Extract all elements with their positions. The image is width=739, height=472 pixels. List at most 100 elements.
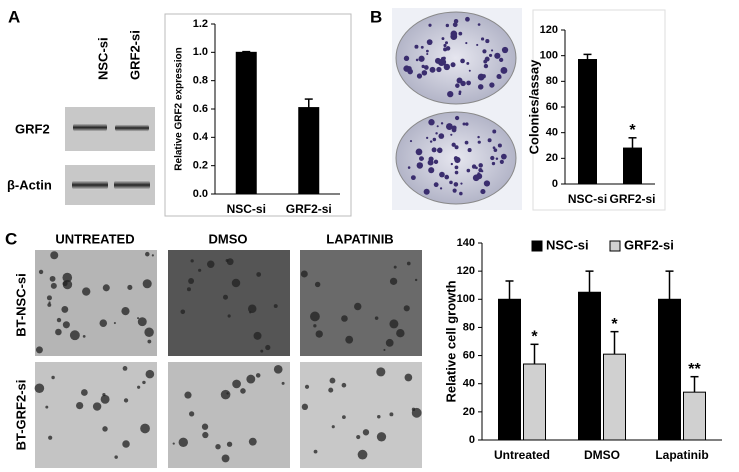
cell xyxy=(383,348,386,351)
annotation: * xyxy=(531,329,538,346)
colony xyxy=(476,43,479,47)
x-tick-label: DMSO xyxy=(584,448,620,462)
colony xyxy=(500,153,507,160)
cell xyxy=(304,384,310,389)
cell xyxy=(396,329,405,338)
cell xyxy=(55,328,62,336)
colony xyxy=(485,39,490,44)
cell xyxy=(341,382,347,388)
colony xyxy=(444,41,448,45)
cell xyxy=(226,258,234,266)
bar xyxy=(578,59,597,185)
blot-band xyxy=(73,123,107,132)
cell xyxy=(215,444,221,450)
y-tick-label: 60 xyxy=(463,349,475,361)
cell xyxy=(82,335,86,338)
colony xyxy=(466,80,471,86)
y-tick-label: 20 xyxy=(463,406,475,418)
row-label: BT-GRF2-si xyxy=(13,380,28,451)
cell xyxy=(260,349,264,353)
y-tick-label: 80 xyxy=(463,321,475,333)
cell xyxy=(62,272,73,283)
colony xyxy=(426,49,429,53)
colony xyxy=(488,53,493,57)
cell xyxy=(114,455,118,459)
row-label: GRF2 xyxy=(15,121,50,136)
y-tick-label: 0.2 xyxy=(193,160,208,172)
cell xyxy=(49,275,56,282)
cell xyxy=(82,287,91,296)
cell xyxy=(140,423,150,434)
colony xyxy=(443,47,448,52)
colony xyxy=(438,133,445,139)
colony xyxy=(467,148,472,153)
cell xyxy=(314,281,321,288)
colony xyxy=(439,58,447,66)
cell xyxy=(313,449,318,454)
cell xyxy=(123,398,129,403)
bar xyxy=(235,51,257,195)
cell xyxy=(186,287,191,292)
colony xyxy=(453,156,459,161)
cell xyxy=(393,265,397,269)
cell xyxy=(51,375,55,380)
colony xyxy=(421,64,425,69)
cell xyxy=(45,405,49,409)
y-tick-label: 120 xyxy=(457,265,475,277)
colony xyxy=(465,122,469,126)
cell xyxy=(61,305,69,313)
bar xyxy=(298,107,320,195)
colony xyxy=(436,125,439,128)
x-tick-label: GRF2-si xyxy=(609,192,655,206)
cell xyxy=(403,305,410,312)
photo xyxy=(35,250,157,356)
colony xyxy=(466,168,471,173)
colony xyxy=(416,73,423,79)
colony xyxy=(498,75,502,79)
colony xyxy=(420,45,424,49)
row-label: β-Actin xyxy=(7,177,52,192)
cell xyxy=(180,309,186,315)
colony xyxy=(496,54,500,58)
colony xyxy=(481,74,486,79)
bar xyxy=(683,391,706,441)
colony xyxy=(477,23,481,26)
lane-label: NSC-si xyxy=(95,37,110,80)
colony xyxy=(499,57,504,63)
colony xyxy=(450,162,453,166)
cell xyxy=(151,254,154,257)
colony xyxy=(449,180,453,185)
column-label: LAPATINIB xyxy=(326,231,393,246)
colony xyxy=(445,23,450,28)
cell xyxy=(188,278,195,284)
bar xyxy=(523,363,546,441)
colony xyxy=(465,41,468,45)
annotation: * xyxy=(611,316,618,333)
colony xyxy=(415,58,419,62)
cell xyxy=(81,389,88,396)
blot-band xyxy=(114,180,150,190)
cell xyxy=(222,294,229,300)
colony xyxy=(480,189,486,195)
cell xyxy=(46,295,52,301)
colony xyxy=(455,83,460,88)
cell xyxy=(389,412,394,417)
colony xyxy=(410,175,416,181)
cell xyxy=(122,366,128,371)
colony xyxy=(466,61,470,65)
column-label: DMSO xyxy=(209,231,248,246)
x-tick-label: Lapatinib xyxy=(655,448,708,462)
cell xyxy=(188,411,195,417)
cell xyxy=(411,407,422,418)
cell xyxy=(137,317,140,320)
y-axis-label: Colonies/assay xyxy=(526,59,541,154)
colony xyxy=(440,122,444,125)
cell xyxy=(201,423,209,430)
colony xyxy=(472,174,480,182)
colony xyxy=(460,182,463,185)
colony xyxy=(492,146,496,150)
colony xyxy=(415,148,423,156)
colony xyxy=(462,122,466,126)
colony xyxy=(407,68,413,75)
colony xyxy=(487,138,492,143)
